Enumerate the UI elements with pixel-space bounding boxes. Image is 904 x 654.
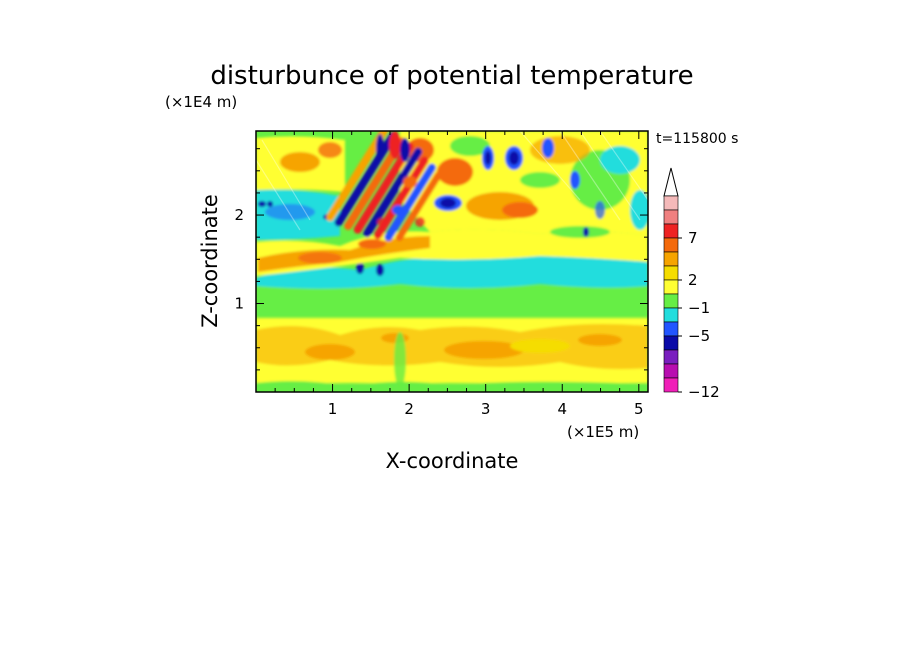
colorbar: 7 2 −1 −5 −12 [663,167,720,401]
white-rays [256,131,648,231]
colorbar-swatch [663,363,679,379]
x-tick-label: 2 [404,400,414,418]
x-axis-ticks: 1 2 3 4 5 [274,131,644,418]
chart-title: disturbunce of potential temperature [210,61,693,91]
x-axis-label: X-coordinate [386,449,519,473]
x-tick-label: 3 [481,400,491,418]
x-tick-label: 1 [328,400,338,418]
contour-field [256,131,648,392]
y-tick-label: 2 [234,206,244,224]
colorbar-swatch [663,377,679,393]
plot-frame [255,130,649,393]
colorbar-swatch [663,209,679,225]
time-label: t=115800 s [656,131,738,147]
colorbar-swatch [663,307,679,323]
colorbar-swatch [663,279,679,295]
colorbar-swatch [663,293,679,309]
colorbar-top-arrow [663,167,679,197]
colorbar-swatch [663,195,679,211]
x-unit-label: (×1E5 m) [567,423,639,441]
colorbar-label: −1 [688,299,710,317]
y-axis-ticks: 12 [234,148,648,371]
colorbar-label: 2 [688,271,698,289]
y-tick-label: 1 [234,295,244,313]
colorbar-label: −12 [688,383,720,401]
colorbar-swatch [663,321,679,337]
colorbar-swatch [663,223,679,239]
colorbar-swatch [663,349,679,365]
colorbar-label: 7 [688,229,698,247]
colorbar-label: −5 [688,327,710,345]
colorbar-swatch [663,335,679,351]
field-bands [256,131,648,392]
x-tick-label: 5 [634,400,644,418]
colorbar-swatch [663,237,679,253]
y-unit-label: (×1E4 m) [165,93,237,111]
colorbar-swatch [663,265,679,281]
colorbar-swatch [663,251,679,267]
x-tick-label: 4 [557,400,567,418]
y-axis-label: Z-coordinate [198,194,222,328]
